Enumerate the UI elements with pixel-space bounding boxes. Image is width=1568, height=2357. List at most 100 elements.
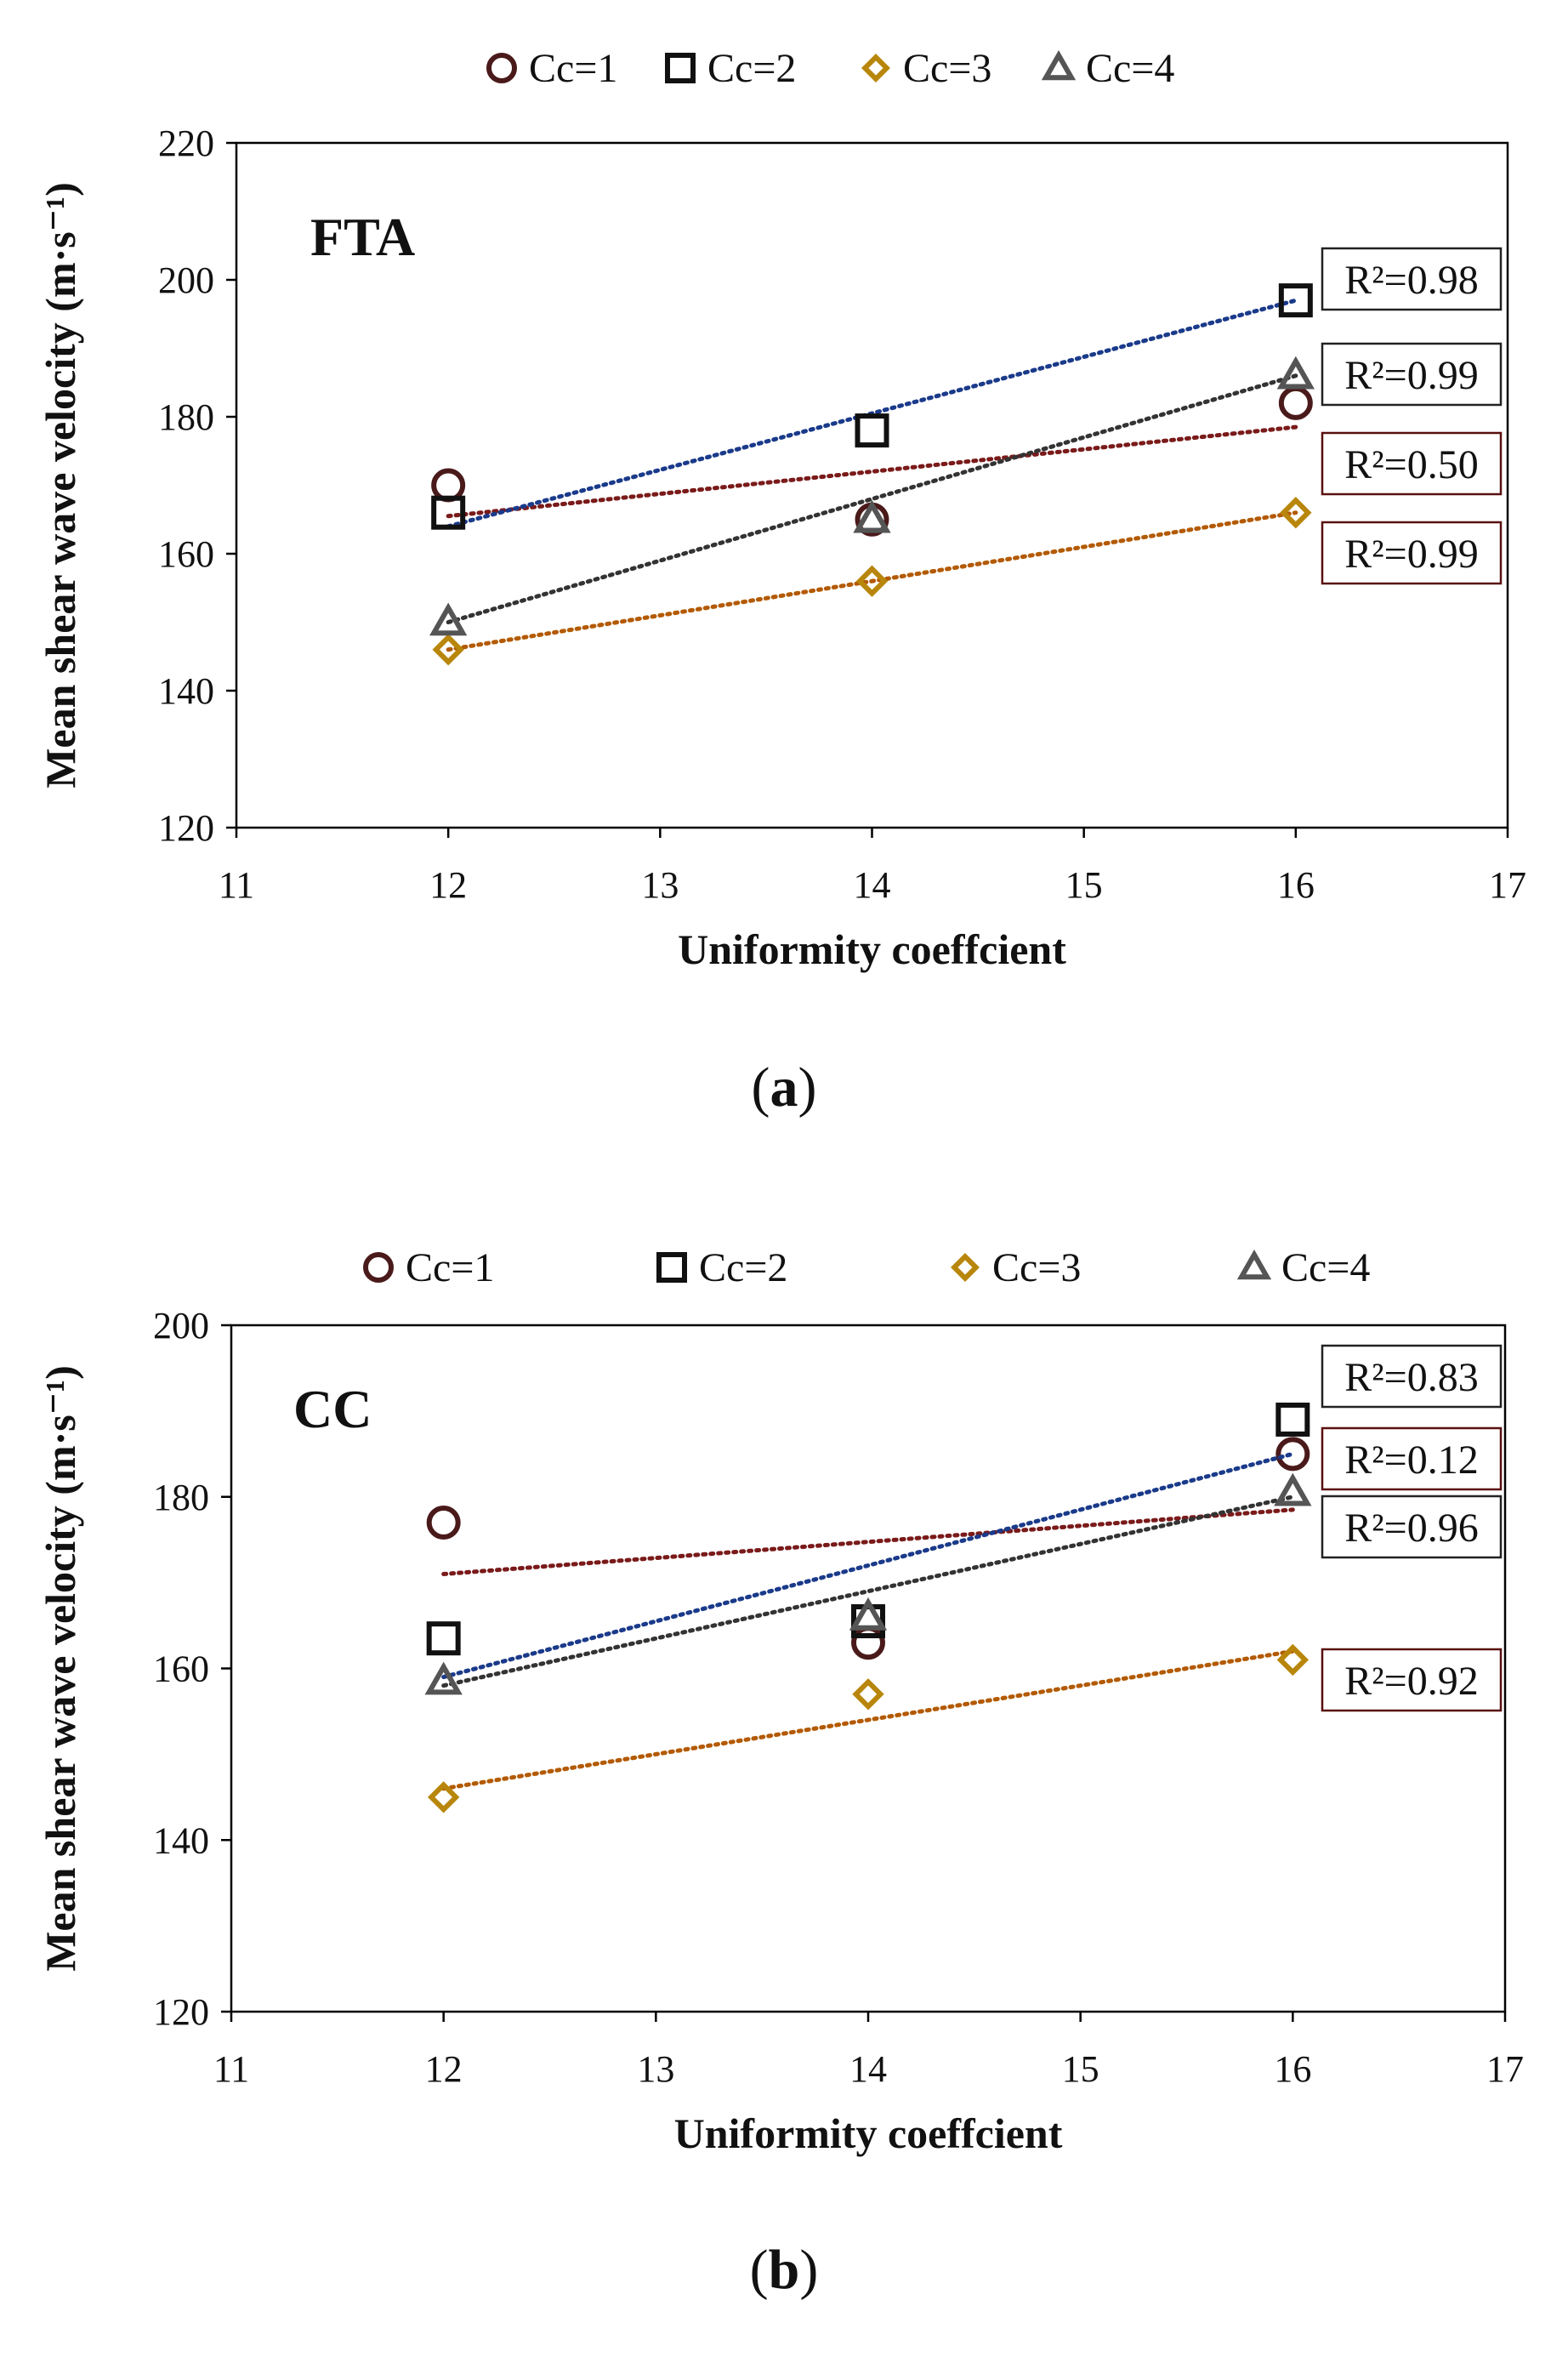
r2-label-box: [1321, 1648, 1503, 1712]
legend-marker: [486, 53, 517, 83]
trendline: [441, 1494, 1295, 1688]
legend-marker: [656, 1252, 687, 1283]
legend-item: Cc=1: [363, 1245, 494, 1290]
x-tick-label: 13: [641, 864, 679, 906]
series-Cc=1: R²=0.12: [426, 1426, 1503, 1660]
chart-panel-b: 120 140 160 180 200 11 12 13 14 15 16 17 Uniformity …: [37, 1245, 1524, 2301]
trendline: [446, 424, 1298, 519]
r2-label: R²=0.99: [1344, 532, 1478, 577]
data-point: [431, 495, 466, 530]
y-tick-label: 140: [158, 670, 214, 712]
series-Cc=4: R²=0.96: [424, 1472, 1503, 1695]
legend-item: Cc=1: [486, 46, 617, 91]
data-point: [1275, 1402, 1310, 1437]
trendline: [441, 1648, 1295, 1791]
legend-item: Cc=3: [861, 46, 991, 91]
data-point: [431, 468, 466, 503]
trendline: [441, 1451, 1295, 1680]
series-Cc=1: R²=0.50: [431, 385, 1503, 537]
r2-label: R²=0.96: [1344, 1506, 1478, 1551]
r2-label: R²=0.50: [1344, 442, 1478, 487]
data-point: [1280, 497, 1312, 529]
x-tick-label: 16: [1274, 2048, 1311, 2090]
legend-marker: [1236, 1249, 1272, 1280]
series-Cc=3: R²=0.92: [427, 1643, 1503, 1813]
panel-label-open-paren: (: [752, 1056, 770, 1119]
legend-marker: [951, 1253, 980, 1282]
y-tick-label: 120: [158, 807, 214, 849]
legend-label: Cc=2: [707, 46, 796, 91]
x-tick-label: 17: [1486, 2048, 1524, 2090]
data-point: [855, 413, 889, 448]
legend-label: Cc=4: [1281, 1245, 1370, 1290]
legend-label: Cc=1: [529, 46, 617, 91]
data-point: [426, 1621, 461, 1656]
r2-label: R²=0.92: [1344, 1659, 1478, 1704]
panel-label-letter: b: [769, 2239, 800, 2301]
data-point: [855, 565, 889, 597]
data-point: [429, 602, 468, 636]
data-point: [1275, 1437, 1310, 1472]
legend-label: Cc=4: [1086, 46, 1174, 91]
plot-area-frame: [230, 1324, 1507, 2013]
r2-label: R²=0.99: [1344, 353, 1478, 398]
y-tick-label: 160: [153, 1648, 209, 1690]
series-Cc=2: R²=0.83: [426, 1344, 1503, 1680]
panel-label-close-paren: ): [799, 2239, 818, 2301]
trendline: [441, 1507, 1295, 1577]
r2-label-box: [1321, 521, 1503, 585]
r2-label-box: [1321, 1426, 1503, 1491]
legend-label: Cc=3: [903, 46, 991, 91]
x-tick-label: 15: [1062, 2048, 1099, 2090]
chart-title: FTA: [310, 207, 415, 267]
y-tick-label: 140: [153, 1819, 209, 1861]
data-point: [1278, 283, 1313, 318]
x-axis-label: Uniformity coeffcient: [674, 2109, 1063, 2157]
x-tick-label: 14: [854, 864, 891, 906]
legend: Cc=1 Cc=2 Cc=3 Cc=4: [363, 1245, 1370, 1290]
x-tick-label: 12: [425, 2048, 463, 2090]
legend: Cc=1 Cc=2 Cc=3 Cc=4: [486, 46, 1174, 91]
r2-label: R²=0.12: [1344, 1438, 1478, 1483]
panel-label: (b): [750, 2239, 819, 2301]
y-axis-label: Mean shear wave velocity (m·s⁻¹): [37, 1365, 84, 1972]
r2-label-box: [1321, 247, 1503, 311]
data-point: [853, 499, 891, 533]
legend-marker: [363, 1252, 394, 1283]
data-point: [432, 634, 464, 666]
legend-label: Cc=1: [406, 1245, 494, 1290]
panel-label: (a): [752, 1056, 817, 1119]
data-point: [852, 1678, 884, 1711]
x-tick-label: 13: [637, 2048, 674, 2090]
chart-panel-a: 120 140 160 180 200 220 11 12 13 14 15 16 17 Uniformi…: [37, 46, 1526, 1119]
x-tick-label: 15: [1065, 864, 1103, 906]
legend-marker: [1041, 49, 1077, 81]
x-axis-label: Uniformity coeffcient: [678, 925, 1066, 973]
x-tick-label: 17: [1489, 864, 1526, 906]
data-point: [1278, 385, 1313, 420]
trendline: [446, 510, 1298, 652]
data-point: [849, 1597, 888, 1631]
chart-title: CC: [293, 1379, 372, 1439]
y-tick-label: 180: [158, 396, 214, 438]
trendline: [446, 298, 1298, 529]
r2-label-box: [1321, 1494, 1503, 1559]
data-point: [424, 1661, 463, 1695]
legend-label: Cc=2: [699, 1245, 787, 1290]
legend-item: Cc=4: [1236, 1245, 1370, 1290]
series-Cc=2: R²=0.98: [431, 247, 1503, 530]
y-tick-label: 160: [158, 533, 214, 575]
panel-label-close-paren: ): [798, 1056, 817, 1119]
legend-marker: [665, 53, 696, 83]
panel-label-open-paren: (: [750, 2239, 769, 2301]
x-tick-label: 11: [213, 2048, 249, 2090]
x-tick-label: 14: [849, 2048, 887, 2090]
data-point: [851, 1625, 885, 1660]
data-point: [427, 1781, 460, 1813]
y-tick-label: 220: [158, 122, 214, 164]
legend-item: Cc=4: [1041, 46, 1174, 91]
legend-item: Cc=2: [656, 1245, 787, 1290]
plot-area-frame: [235, 141, 1509, 829]
data-point: [1274, 1472, 1312, 1506]
